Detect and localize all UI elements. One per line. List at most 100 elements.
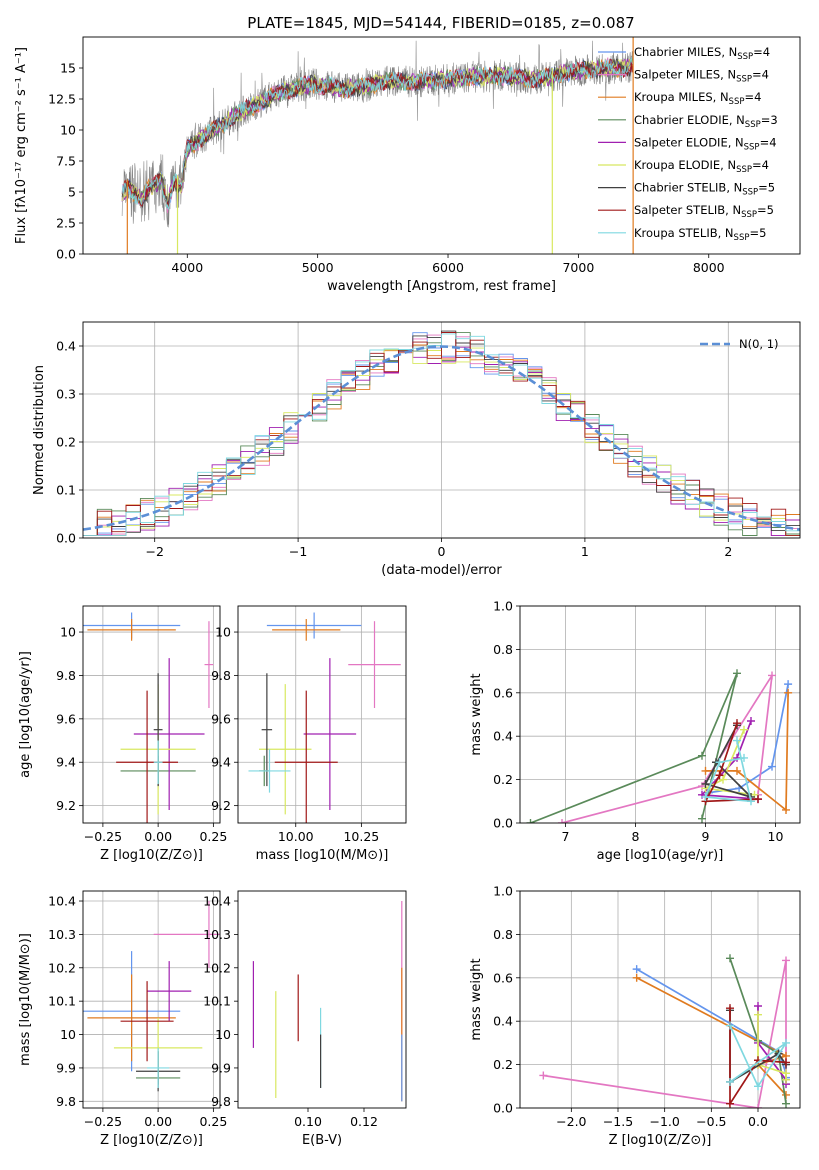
weight-marker-salpeter-stelib (754, 795, 762, 804)
x-tick-label: −1.5 (603, 1114, 633, 1129)
x-axis-label: Z [log10(Z/Z⊙)] (100, 848, 203, 863)
y-tick-label: 0.4 (493, 729, 513, 744)
axes-frame (82, 36, 801, 255)
weight-marker-kroupa-elodie (754, 1010, 762, 1019)
weight-marker-salpeter-stelib (726, 1099, 734, 1108)
y-tick-label: 9.8 (56, 668, 76, 683)
y-tick-label: 9.9 (211, 1060, 231, 1075)
y-tick-label: 2.5 (56, 216, 76, 231)
y-tick-label: 9.2 (56, 798, 76, 813)
x-axis-label: wavelength [Angstrom, rest frame] (327, 279, 556, 294)
weight-marker-kroupa-stelib (740, 753, 748, 762)
weight-marker-salpeter-stelib (715, 771, 724, 780)
panel-residuals: −2 −1 0 1 2 0.0 0.1 0.2 0.3 0.4 (data-model)/error… (32, 321, 801, 578)
plot-area-spectrum (121, 37, 634, 254)
x-tick-label: −1 (289, 544, 307, 559)
axes-frame (82, 890, 221, 1109)
x-axis-label: age [log10(age/yr)] (597, 848, 724, 863)
y-axis-label: mass [log10(M/M⊙)] (18, 933, 33, 1066)
x-tick-label: 10.25 (343, 829, 379, 844)
plot-area-z-age (83, 612, 214, 823)
y-axis-label: Normed distribution (32, 365, 47, 495)
legend-label-chabrier-stelib: Chabrier STELIB, NSSP=5 (634, 181, 775, 198)
y-tick-label: 10.3 (203, 927, 231, 942)
x-tick-label: 8 (632, 829, 640, 844)
panel-age-weight: 7 8 9 10 0.0 0.2 0.4 0.6 0.8 1.0 age [log10(age/yr… (469, 599, 801, 863)
weight-marker-kroupa-miles (632, 973, 641, 982)
x-tick-label: −0.5 (696, 1114, 726, 1129)
y-tick-label: 10 (60, 625, 76, 640)
y-tick-label: 9.9 (56, 1060, 76, 1075)
x-tick-label: 0.10 (294, 1114, 322, 1129)
plot-area-mass-age (248, 612, 401, 823)
weight-marker-chabrier-elodie (726, 954, 734, 963)
y-tick-label: 0.4 (56, 339, 76, 354)
weight-marker-salpeter-elodie (747, 717, 755, 726)
x-tick-label: 5000 (302, 260, 334, 275)
weight-marker-chabrier-stelib (701, 779, 710, 788)
weight-marker-salpeter-miles (782, 956, 790, 965)
y-tick-label: 10.3 (48, 927, 76, 942)
x-tick-label: 1 (581, 544, 589, 559)
weight-marker-salpeter-miles (768, 671, 776, 680)
x-tick-label: 0.00 (144, 1114, 172, 1129)
y-tick-label: 10 (60, 123, 76, 138)
panel-spectrum: 4000 5000 6000 7000 8000 0.0 2.5 5 7.5 10 12.5 15 wa… (14, 36, 801, 294)
x-tick-label: 0.0 (748, 1114, 768, 1129)
panel-z-mass: −0.25 0.00 0.25 9.8 9.9 10 10.1 10.2 10.3 10.4 Z [… (18, 890, 227, 1148)
weight-marker-chabrier-elodie (698, 814, 706, 823)
weight-line-kroupa-stelib (729, 1025, 787, 1089)
weight-line-salpeter-miles (543, 960, 787, 1108)
y-tick-label: 9.8 (211, 1094, 231, 1109)
weight-marker-kroupa-elodie (782, 1075, 790, 1084)
y-tick-label: 0.8 (493, 927, 513, 942)
x-tick-label: 2 (724, 544, 732, 559)
y-tick-label: 10.4 (48, 894, 76, 909)
weight-marker-chabrier-elodie (698, 751, 706, 760)
weight-marker-kroupa-stelib (747, 797, 755, 806)
weight-marker-kroupa-miles (733, 766, 741, 775)
plot-area-age-weight (526, 669, 793, 823)
x-axis-label: E(B-V) (302, 1133, 342, 1148)
y-tick-label: 10 (215, 625, 231, 640)
legend-label-chabrier-elodie: Chabrier ELODIE, NSSP=3 (634, 113, 778, 130)
weight-line-chabrier-elodie (530, 672, 738, 823)
weight-marker-kroupa-stelib (754, 1082, 762, 1091)
weight-marker-kroupa-miles (782, 805, 790, 814)
legend-label-kroupa-miles: Kroupa MILES, NSSP=4 (634, 90, 761, 107)
plot-area-residuals (83, 330, 800, 537)
y-tick-label: 10 (60, 1027, 76, 1042)
weight-marker-kroupa-miles (782, 1090, 790, 1099)
y-tick-label: 0.8 (493, 642, 513, 657)
weight-marker-kroupa-elodie (719, 775, 727, 784)
weight-marker-kroupa-elodie (740, 725, 748, 734)
weight-marker-chabrier-miles (768, 762, 776, 771)
x-tick-label: 8000 (693, 260, 725, 275)
y-tick-label: 0.2 (493, 772, 513, 787)
weight-line-salpeter-miles (561, 674, 773, 823)
y-tick-label: 10 (215, 1027, 231, 1042)
weight-marker-salpeter-miles (754, 1104, 762, 1108)
x-tick-label: 0.12 (350, 1114, 378, 1129)
y-axis-label: mass weight (469, 673, 484, 755)
weight-marker-salpeter-miles (539, 1071, 548, 1080)
y-tick-label: 9.2 (211, 798, 231, 813)
x-tick-label: 4000 (171, 260, 203, 275)
y-tick-label: 9.8 (211, 668, 231, 683)
weight-marker-salpeter-stelib (726, 1004, 734, 1013)
y-tick-label: 10.2 (203, 960, 231, 975)
x-axis-label: Z [log10(Z/Z⊙)] (609, 1133, 712, 1148)
normal-curve (83, 345, 800, 531)
y-tick-label: 0.0 (493, 1101, 513, 1116)
weight-marker-kroupa-stelib (726, 1021, 734, 1030)
plot-area-z-weight (539, 954, 790, 1108)
legend-label-chabrier-miles: Chabrier MILES, NSSP=4 (634, 45, 770, 62)
x-tick-label: 10 (768, 829, 784, 844)
y-tick-label: 10.2 (48, 960, 76, 975)
x-tick-label: −2.0 (556, 1114, 586, 1129)
axes-frame (237, 605, 407, 824)
legend-label-salpeter-stelib: Salpeter STELIB, NSSP=5 (634, 203, 774, 220)
y-tick-label: 9.6 (56, 711, 76, 726)
plot-area-z-mass (83, 901, 220, 1092)
weight-line-chabrier-stelib (704, 724, 752, 798)
